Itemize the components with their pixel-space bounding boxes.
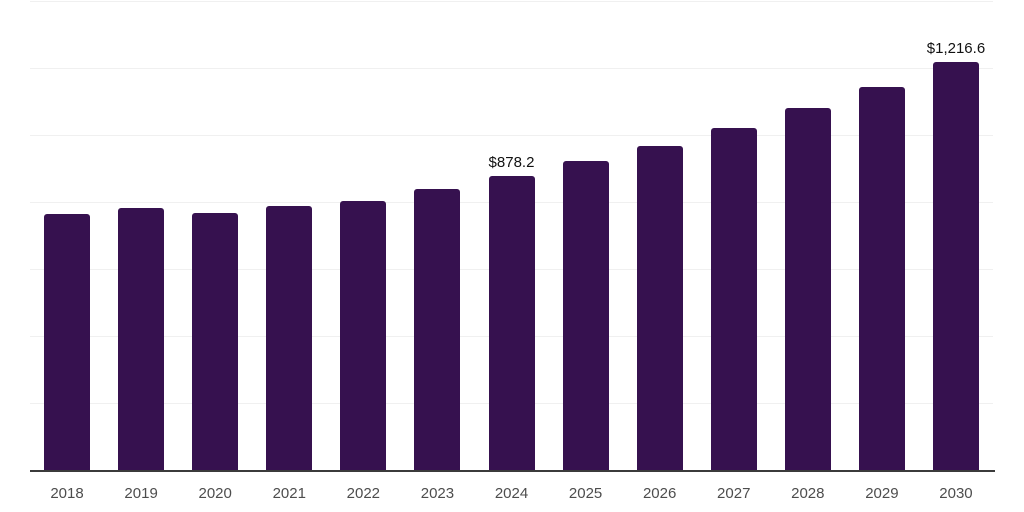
bar-slot-2021 <box>252 1 326 470</box>
x-tick-2025: 2025 <box>568 485 603 502</box>
bar-slot-2029 <box>845 1 919 470</box>
x-tick-2024: 2024 <box>494 485 529 502</box>
plot-area: $878.2 $1,216.6 <box>30 1 993 470</box>
bar-2029[interactable] <box>858 86 905 470</box>
gridline-1400 <box>30 1 993 2</box>
bar-value-label-2030: $1,216.6 <box>926 40 986 58</box>
x-tick-2019: 2019 <box>124 485 158 502</box>
bar-slot-2022 <box>326 1 400 470</box>
bar-slot-2027 <box>697 1 771 470</box>
bar-slot-2026 <box>623 1 697 470</box>
bar-2028[interactable] <box>784 107 831 470</box>
gridline-1000 <box>30 135 993 136</box>
bar-2030[interactable] <box>932 62 979 470</box>
bar-slot-2024: $878.2 <box>474 1 548 470</box>
bar-series: $878.2 $1,216.6 <box>30 1 993 470</box>
bar-2022[interactable] <box>340 200 387 470</box>
bar-slot-2028 <box>771 1 845 470</box>
bar-slot-2030: $1,216.6 <box>919 1 993 470</box>
x-tick-2026: 2026 <box>642 485 677 502</box>
x-tick-2021: 2021 <box>272 485 306 502</box>
bar-2021[interactable] <box>266 205 313 470</box>
bar-value-label-2024: $878.2 <box>488 153 535 171</box>
x-tick-2027: 2027 <box>717 485 751 502</box>
bar-2026[interactable] <box>636 145 683 470</box>
x-axis-tick-labels: 2018 2019 2020 2021 2022 2023 2024 2025 2026 2027… <box>30 485 993 502</box>
x-tick-2028: 2028 <box>791 485 825 502</box>
bar-2019[interactable] <box>118 207 165 470</box>
x-tick-2030: 2030 <box>939 485 973 502</box>
x-tick-2023: 2023 <box>420 485 455 502</box>
bar-2023[interactable] <box>414 188 461 470</box>
bar-2018[interactable] <box>44 213 91 470</box>
bar-2025[interactable] <box>562 160 609 470</box>
x-tick-2020: 2020 <box>198 485 232 502</box>
bar-slot-2019 <box>104 1 178 470</box>
bar-2027[interactable] <box>710 127 757 470</box>
x-axis-line <box>30 470 995 472</box>
bar-2024[interactable] <box>488 175 535 470</box>
gridline-1200 <box>30 68 993 69</box>
bar-slot-2023 <box>400 1 474 470</box>
bar-slot-2025 <box>549 1 623 470</box>
x-tick-2018: 2018 <box>50 485 84 502</box>
bar-slot-2018 <box>30 1 104 470</box>
x-tick-2022: 2022 <box>346 485 381 502</box>
bar-2020[interactable] <box>192 212 239 470</box>
bar-slot-2020 <box>178 1 252 470</box>
x-tick-2029: 2029 <box>865 485 899 502</box>
